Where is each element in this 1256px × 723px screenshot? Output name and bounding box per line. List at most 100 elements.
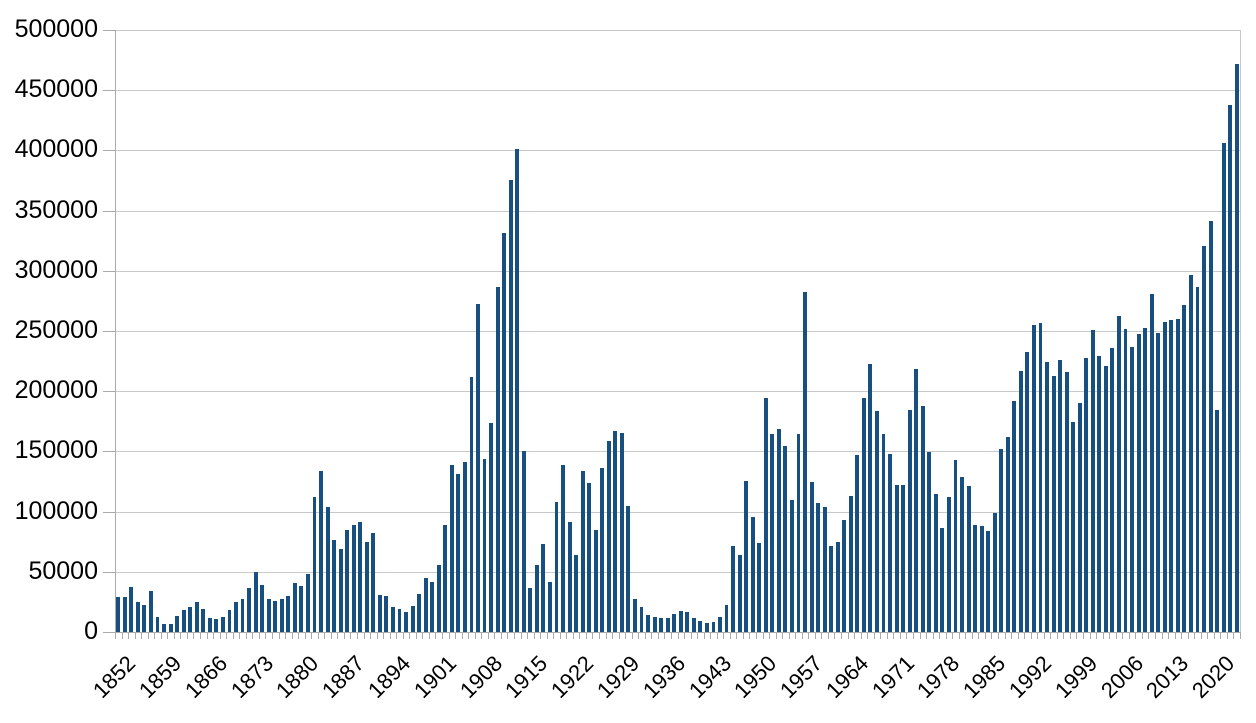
bar-1997 [1064, 371, 1069, 632]
bar-1988 [1005, 437, 1010, 632]
x-axis-tick [625, 632, 627, 639]
bar-1989 [1012, 401, 1017, 632]
x-axis-tick [553, 632, 555, 639]
x-axis-tick [239, 632, 241, 639]
x-axis-tick [559, 632, 561, 639]
bar-1899 [423, 578, 428, 632]
x-axis-tick-label: 1887 [317, 650, 370, 703]
bar-1863 [188, 606, 193, 632]
x-axis-tick-label: 1852 [88, 650, 141, 703]
bar-1963 [842, 519, 847, 632]
bar-1965 [855, 455, 860, 632]
x-axis-tick [219, 632, 221, 639]
x-axis-tick [363, 632, 365, 639]
x-axis-tick [755, 632, 757, 639]
x-axis-tick [932, 632, 934, 639]
x-axis-tick [808, 632, 810, 639]
y-axis-tick-label: 500000 [14, 15, 98, 43]
bar-1853 [122, 596, 127, 632]
bar-1886 [338, 548, 343, 632]
x-axis-tick-label: 1964 [820, 650, 874, 703]
x-axis-tick [513, 632, 515, 639]
x-axis-tick [703, 632, 705, 639]
x-axis-tick [291, 632, 293, 639]
bar-1868 [220, 616, 225, 632]
x-axis-tick [841, 632, 843, 639]
x-axis-tick [455, 632, 457, 639]
y-axis-tick-label: 350000 [14, 195, 98, 224]
bar-1898 [417, 593, 422, 632]
x-axis-tick [821, 632, 823, 639]
bar-1860 [168, 624, 173, 632]
x-axis-tick [762, 632, 764, 639]
y-axis-tick [103, 632, 115, 633]
x-axis-tick [1063, 632, 1065, 639]
bar-1865 [201, 609, 206, 632]
bar-1921 [567, 521, 572, 632]
bar-2012 [1162, 321, 1167, 632]
x-axis-tick-label: 1978 [912, 650, 965, 703]
x-axis-tick-label: 1936 [637, 650, 690, 703]
bar-1924 [587, 482, 592, 632]
x-axis-tick [428, 632, 430, 639]
x-axis-tick [782, 632, 784, 639]
bar-1994 [1045, 361, 1049, 632]
x-axis-tick [1220, 632, 1222, 639]
x-axis-tick [461, 632, 463, 639]
x-axis-tick [167, 632, 169, 639]
bar-1949 [750, 517, 755, 632]
bar-1871 [240, 598, 245, 632]
bar-1974 [914, 369, 919, 632]
x-axis-tick [402, 632, 404, 639]
x-axis-tick-label: 1985 [958, 650, 1011, 703]
bar-1873 [253, 571, 258, 632]
bar-2010 [1149, 294, 1154, 632]
x-axis-tick [206, 632, 208, 639]
x-axis-tick-label: 1901 [408, 650, 462, 703]
bar-1995 [1051, 375, 1056, 632]
bar-1912 [508, 179, 513, 632]
x-axis-tick [180, 632, 182, 639]
bar-2002 [1097, 356, 1102, 632]
x-axis-tick [1240, 632, 1241, 639]
bar-1954 [783, 446, 788, 632]
bar-1902 [443, 524, 448, 632]
bar-1962 [835, 541, 840, 632]
bar-1992 [1032, 325, 1036, 632]
x-axis-tick [134, 632, 136, 639]
bar-2023 [1234, 64, 1239, 632]
x-axis-tick [664, 632, 666, 639]
bar-2014 [1175, 318, 1180, 632]
x-axis-tick [487, 632, 489, 639]
bar-1928 [613, 431, 618, 632]
bar-1914 [521, 450, 526, 632]
x-axis-tick [1213, 632, 1215, 639]
x-axis-tick-label: 1922 [546, 650, 599, 703]
bar-1864 [194, 602, 199, 632]
x-axis-tick [795, 632, 797, 639]
x-axis-tick [952, 632, 954, 639]
x-axis-tick [585, 632, 587, 639]
x-axis-tick [1135, 632, 1137, 639]
bar-1874 [260, 584, 265, 632]
bar-2015 [1182, 304, 1187, 632]
bar-1982 [966, 486, 971, 632]
bar-1945 [724, 604, 729, 632]
bar-1939 [685, 611, 690, 632]
bar-1885 [332, 540, 337, 632]
x-axis-tick-label: 1999 [1049, 650, 1103, 703]
x-axis-tick [736, 632, 738, 639]
x-axis-tick [1115, 632, 1117, 639]
bar-1894 [391, 606, 395, 632]
x-axis-tick [1194, 632, 1196, 639]
bar-1979 [946, 497, 951, 632]
x-axis-tick [834, 632, 836, 639]
x-axis-tick [1102, 632, 1104, 639]
bar-1862 [181, 610, 186, 632]
bar-1893 [384, 596, 389, 632]
x-axis-tick [1233, 632, 1235, 639]
x-axis-tick [389, 632, 391, 639]
bar-1991 [1025, 351, 1030, 632]
x-axis-tick [991, 632, 993, 639]
x-axis-tick [1154, 632, 1156, 639]
